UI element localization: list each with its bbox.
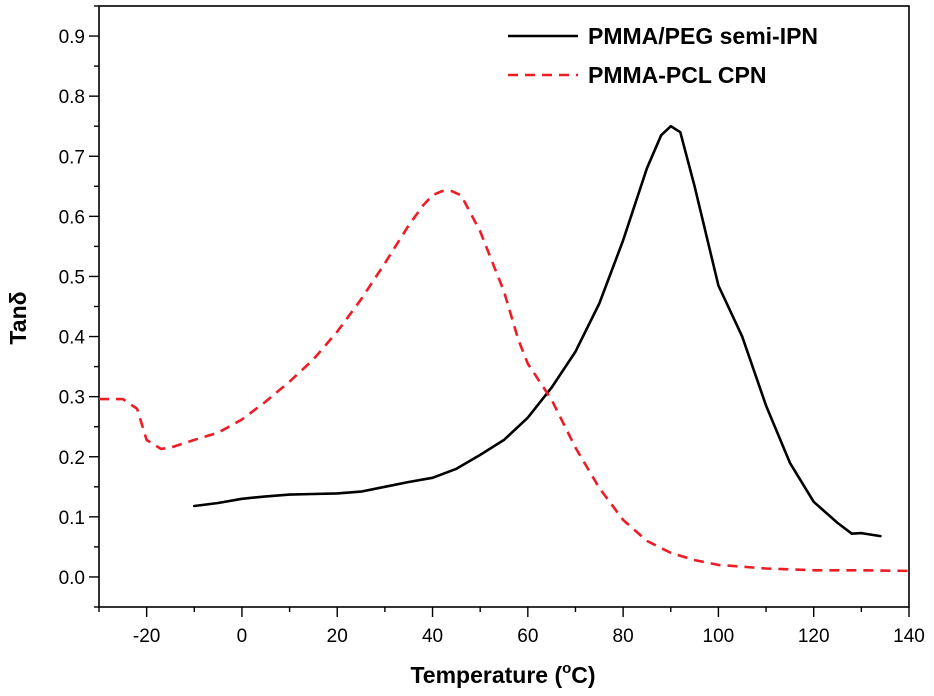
series-line-pmma-pcl [99, 189, 910, 573]
y-tick-label: 0.0 [59, 568, 85, 589]
y-axis-ticks: 0.0 0.1 0.2 0.3 0.4 0.5 0.6 0.7 0.8 0.9 [59, 5, 99, 608]
series-line-pmma-peg [193, 124, 882, 538]
x-tick-label: -20 [133, 626, 160, 647]
y-tick-label: 0.3 [59, 388, 85, 409]
y-tick-label: 0.7 [59, 147, 85, 168]
x-axis-title: Temperature (oC) [410, 660, 595, 688]
y-tick-label: 0.5 [59, 267, 85, 288]
y-tick-label: 0.4 [59, 328, 86, 349]
x-axis-ticks: -20 0 20 40 60 80 100 120 140 [98, 607, 925, 647]
axes [98, 5, 910, 608]
x-tick-label: 60 [517, 626, 538, 647]
x-tick-label: 100 [703, 626, 735, 647]
x-tick-label: 0 [237, 626, 248, 647]
x-tick-label: 20 [327, 626, 348, 647]
series-layer [99, 124, 910, 573]
y-tick-label: 0.9 [59, 27, 85, 48]
x-tick-label: 120 [798, 626, 830, 647]
y-tick-label: 0.6 [59, 207, 85, 228]
y-tick-label: 0.8 [59, 87, 85, 108]
plot-frame [98, 5, 910, 608]
x-tick-label: 140 [893, 626, 925, 647]
x-tick-label: 80 [613, 626, 634, 647]
y-axis-title: Tanδ [5, 291, 31, 344]
legend-label-pmma-peg: PMMA/PEG semi-IPN [588, 23, 818, 49]
y-tick-label: 0.2 [59, 448, 85, 469]
legend: PMMA/PEG semi-IPN PMMA-PCL CPN [508, 23, 818, 88]
y-tick-label: 0.1 [59, 508, 85, 529]
legend-label-pmma-pcl: PMMA-PCL CPN [588, 62, 766, 88]
x-tick-label: 40 [422, 626, 443, 647]
